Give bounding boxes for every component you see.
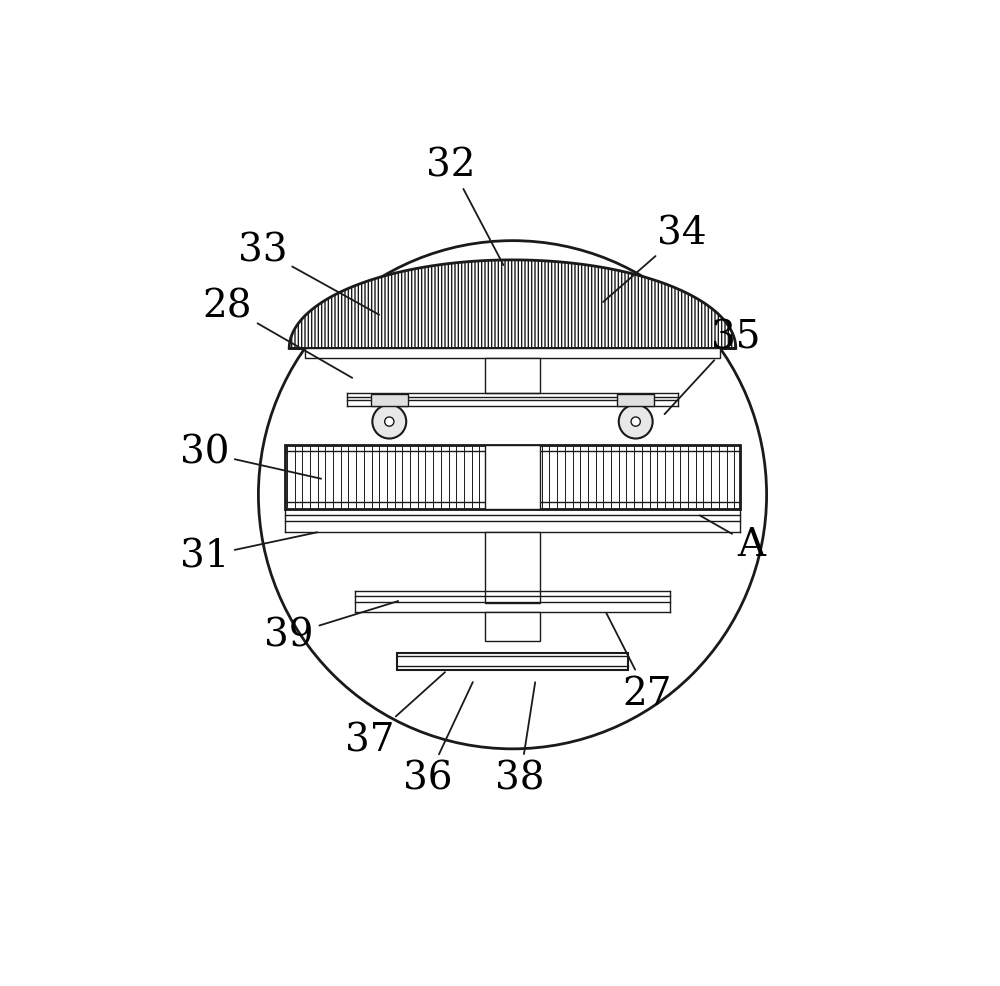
Bar [485,358,540,393]
Text: 33: 33 [238,232,379,316]
Circle shape [631,417,640,427]
Bar [485,612,540,641]
Text: 28: 28 [203,288,352,379]
Text: 38: 38 [495,682,545,797]
Circle shape [372,405,406,439]
Circle shape [619,405,653,439]
Bar [617,394,654,407]
Text: 31: 31 [180,532,317,575]
Text: 32: 32 [426,148,504,266]
Bar [305,349,720,358]
Bar [397,653,628,670]
Text: 39: 39 [264,601,398,654]
Text: 35: 35 [665,319,761,415]
Text: A: A [700,516,765,564]
Text: 30: 30 [180,435,321,479]
Text: 34: 34 [603,215,707,303]
Bar [371,394,408,407]
Bar [285,446,740,509]
Text: 37: 37 [345,672,445,758]
Circle shape [385,417,394,427]
Text: 27: 27 [606,613,672,712]
Bar [485,532,540,602]
Bar [485,446,540,509]
Polygon shape [289,260,736,349]
Text: 36: 36 [403,682,473,797]
